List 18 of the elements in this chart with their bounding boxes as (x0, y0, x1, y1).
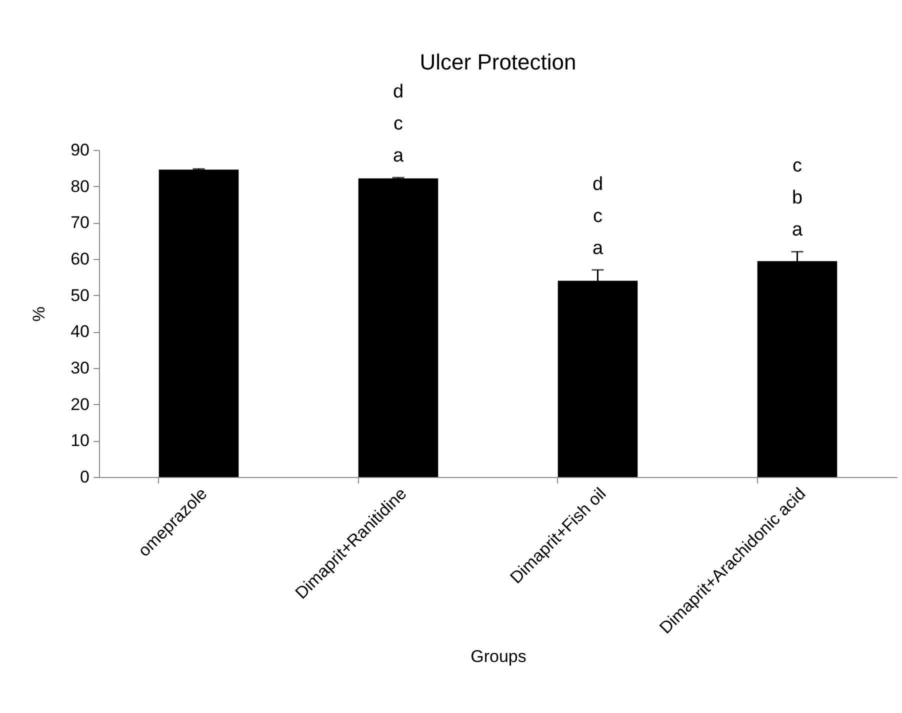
y-tick-label: 50 (70, 286, 90, 305)
y-tick-label: 60 (70, 250, 90, 268)
annotation: c b a (792, 156, 803, 241)
bar (358, 178, 438, 477)
bar (158, 170, 239, 477)
annotation: d c a (592, 174, 604, 259)
chart-title: Ulcer Protection (420, 50, 576, 75)
y-axis-title: % (30, 306, 49, 322)
y-tick-label: 40 (70, 322, 90, 342)
y-tick-label: 70 (70, 213, 90, 232)
y-tick-label: 0 (80, 468, 90, 486)
y-tick-label: 20 (70, 394, 90, 414)
y-tick-label: 80 (70, 176, 90, 196)
y-tick-label: 30 (70, 358, 90, 378)
annotation: d c a (392, 82, 404, 167)
x-axis-title: Groups (470, 646, 526, 666)
y-tick-label: 90 (70, 140, 90, 160)
y-tick-label: 10 (70, 431, 90, 450)
